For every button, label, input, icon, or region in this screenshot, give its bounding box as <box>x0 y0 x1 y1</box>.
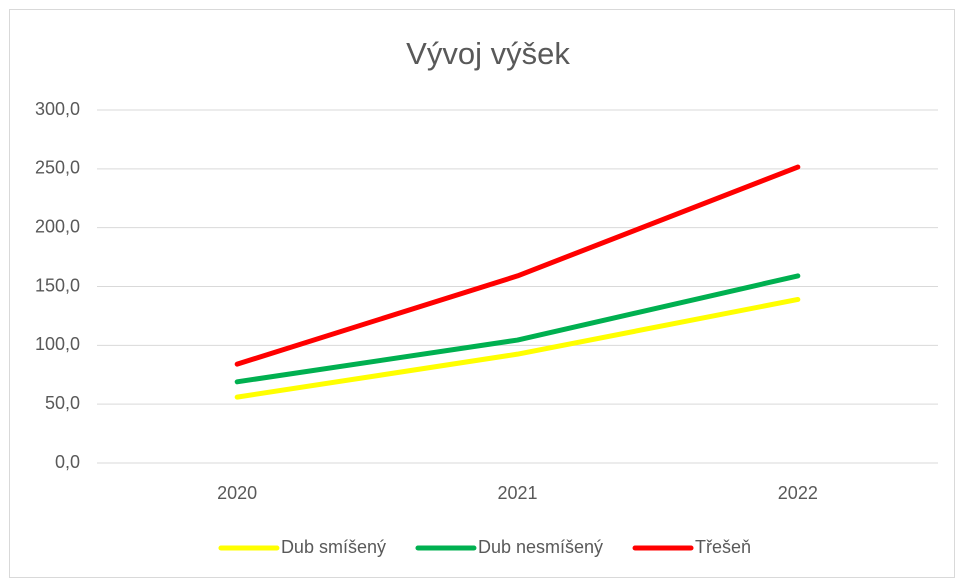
x-tick-label: 2022 <box>778 483 818 503</box>
legend-label: Dub nesmíšený <box>478 537 603 557</box>
chart-frame <box>9 9 955 578</box>
y-tick-label: 200,0 <box>35 216 80 236</box>
y-tick-label: 250,0 <box>35 158 80 178</box>
chart-title: Vývoj výšek <box>406 36 570 71</box>
series-line <box>234 273 801 385</box>
legend-label: Dub smíšený <box>281 537 386 557</box>
legend-label: Třešeň <box>695 537 751 557</box>
x-tick-label: 2021 <box>497 483 537 503</box>
y-tick-label: 150,0 <box>35 275 80 295</box>
x-tick-label: 2020 <box>217 483 257 503</box>
y-tick-label: 50,0 <box>45 393 80 413</box>
series-line <box>234 164 801 367</box>
series-line <box>234 296 801 400</box>
y-tick-label: 300,0 <box>35 99 80 119</box>
y-tick-label: 0,0 <box>55 452 80 472</box>
y-tick-label: 100,0 <box>35 334 80 354</box>
